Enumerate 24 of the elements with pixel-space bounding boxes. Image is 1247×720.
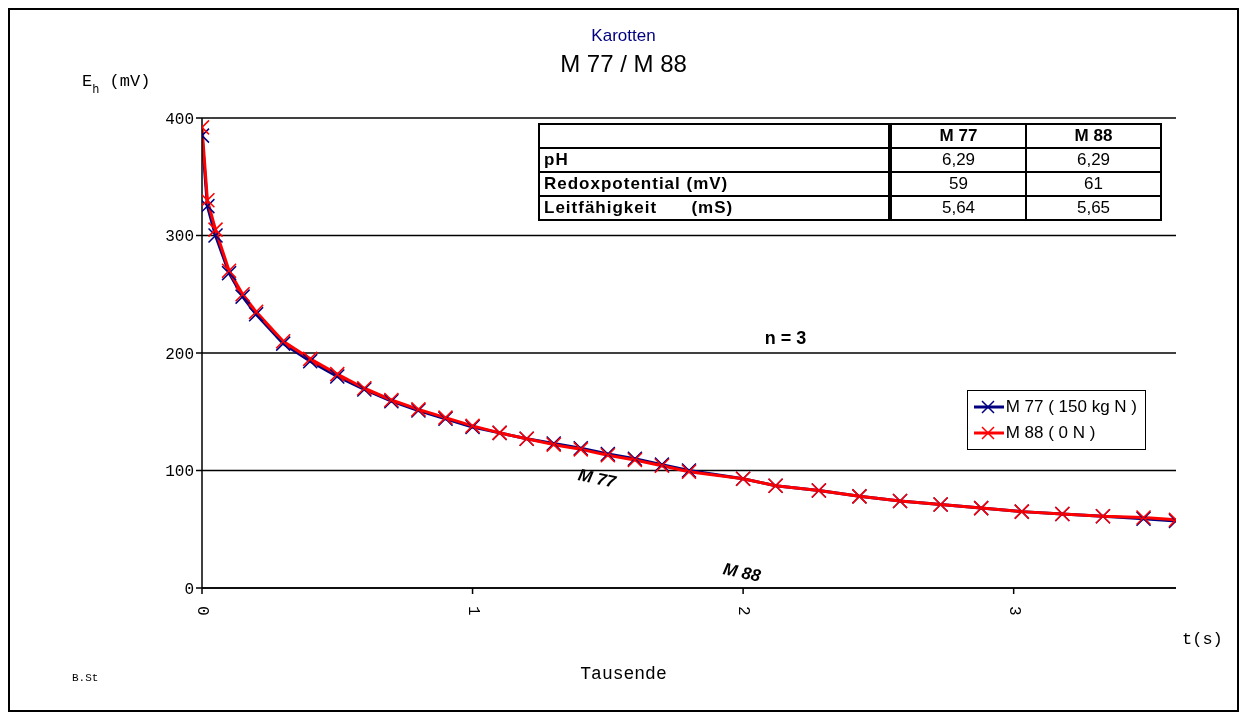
legend-label: M 77 ( 150 kg N ) [1005,396,1137,419]
x-tick-label: 2 [734,606,753,616]
text: Redoxpotential (mV) 59 61 [544,174,1103,193]
x-axis-title: Tausende [580,664,667,684]
legend-label: M 88 ( 0 N ) [1005,422,1096,445]
annotation: n = 3 [764,327,807,349]
x-tick-label: 1 [463,606,482,616]
annotation: M 88 [721,559,763,588]
text: t(s) [1182,630,1223,649]
text: B.St [72,672,99,684]
chart-title: M 77 / M 88 [560,50,687,77]
y-tick-label: 100 [165,463,194,482]
y-axis-title: E$_{h}$ (mV) [82,72,151,97]
x-tick-label: 3 [1004,606,1023,616]
y-tick-label: 200 [165,345,194,364]
annotation: M 77 [576,465,618,493]
y-tick-label: 400 [165,110,194,129]
chart-subtitle: Karotten [590,26,657,46]
text: pH 6,29 6,29 [544,150,1111,169]
x-tick-label: 0 [193,606,211,616]
text: Leitfähigkeit (mS) 5,64 5,65 [544,198,1111,217]
y-tick-label: 0 [184,580,194,599]
y-tick-label: 300 [165,228,194,247]
text: M 77 M 88 [939,126,1113,145]
